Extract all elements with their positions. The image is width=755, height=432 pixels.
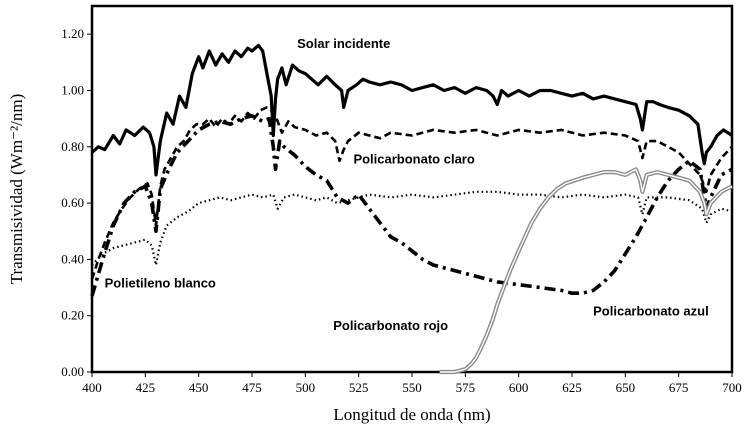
series-line-dotted (91, 190, 733, 267)
y-tick-label: 0.80 (61, 139, 84, 154)
y-tick-label: 1.00 (61, 82, 84, 97)
y-axis-title: Transmisividad (Wm⁻²/nm) (7, 94, 26, 285)
y-tick-label: 1.20 (61, 26, 84, 41)
y-tick-label: 0.20 (61, 308, 84, 323)
plot-area-frame (90, 4, 734, 374)
x-axis-ticks: 400 425 450 475 500 525 550 575 600 625 650 675 700 (82, 372, 742, 395)
x-tick-label: 525 (349, 380, 369, 395)
x-tick-label: 475 (242, 380, 262, 395)
x-tick-label: 500 (296, 380, 316, 395)
x-axis-title: Longitud de onda (nm) (333, 405, 490, 424)
series-layer (90, 43, 733, 375)
y-tick-label: 0.00 (61, 364, 84, 379)
series-line-solid (90, 43, 733, 177)
y-axis-ticks: 0.00 0.20 0.40 0.60 0.80 1.00 1.20 (61, 26, 92, 379)
x-tick-label: 450 (189, 380, 209, 395)
x-tick-label: 575 (456, 380, 476, 395)
y-tick-label: 0.60 (61, 195, 84, 210)
series-annotation: Policarbonato azul (593, 304, 709, 319)
x-tick-label: 550 (402, 380, 422, 395)
x-tick-label: 400 (82, 380, 102, 395)
x-tick-label: 650 (616, 380, 636, 395)
series-line-double-gray-inner (439, 168, 733, 373)
x-tick-label: 625 (562, 380, 582, 395)
series-annotation: Policarbonato claro (353, 152, 474, 167)
series-annotation: Policarbonato rojo (333, 318, 448, 333)
series-line-dashed (90, 106, 733, 280)
x-tick-label: 425 (136, 380, 156, 395)
series-annotation: Polietileno blanco (105, 276, 216, 291)
x-tick-label: 600 (509, 380, 529, 395)
series-annotation: Solar incidente (297, 36, 390, 51)
x-tick-label: 675 (669, 380, 689, 395)
x-tick-label: 700 (722, 380, 742, 395)
y-tick-label: 0.40 (61, 251, 84, 266)
annotations: Solar incidente Policarbonato claro Poliet… (105, 36, 709, 333)
